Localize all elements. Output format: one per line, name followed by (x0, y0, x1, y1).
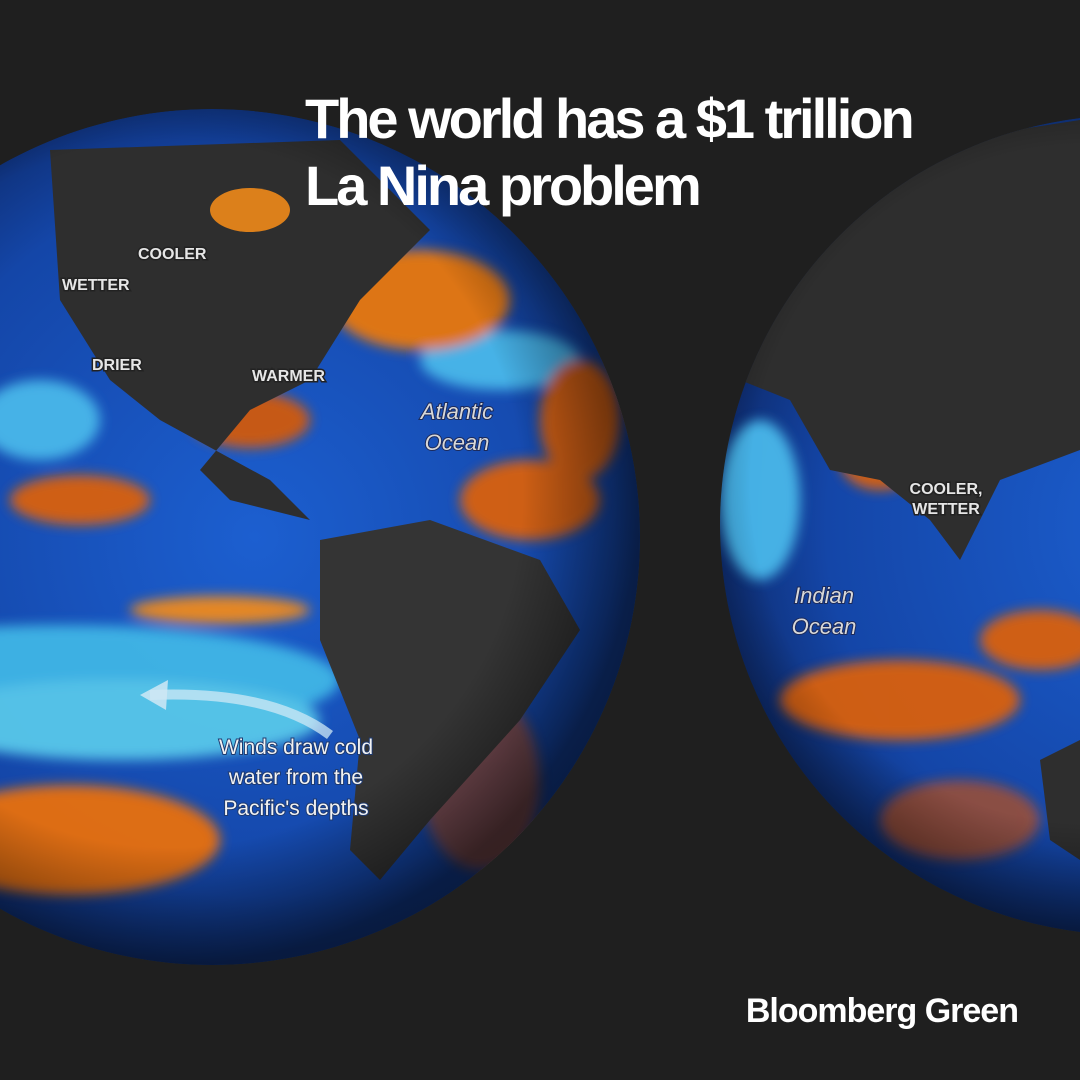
title-line: La Nina problem (305, 154, 699, 217)
ocean-label: Ocean (792, 614, 857, 639)
brand: Bloomberg Green (746, 992, 1018, 1030)
annotation: Pacific's depths (223, 797, 368, 820)
map-label: DRIER (92, 357, 142, 374)
map-label: WARMER (252, 368, 325, 385)
ocean-label: Indian (794, 583, 854, 608)
left-globe (0, 109, 640, 965)
wind-arrow (149, 689, 333, 740)
map-label: WETTER (912, 501, 980, 518)
map-label: WETTER (62, 277, 130, 294)
map-label: COOLER (138, 246, 207, 263)
ocean-label: Ocean (425, 430, 490, 455)
map-label: COOLER, (910, 481, 983, 498)
ocean-label: Atlantic (419, 399, 493, 424)
wind-arrowhead (140, 680, 168, 710)
annotation: water from the (228, 766, 363, 789)
title-line: The world has a $1 trillion (305, 87, 912, 150)
annotation: Winds draw cold (219, 736, 373, 759)
